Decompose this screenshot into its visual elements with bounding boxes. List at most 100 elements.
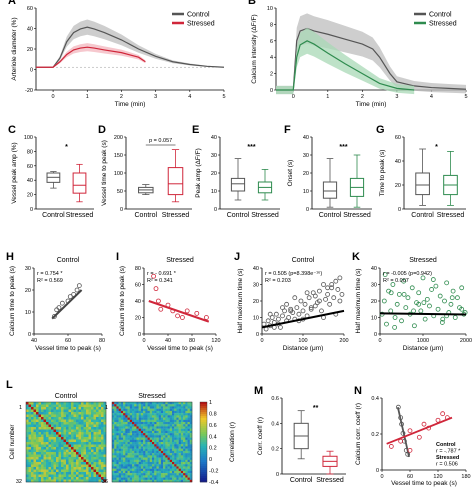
heatmap-cell	[147, 417, 150, 420]
heatmap-cell	[169, 433, 173, 436]
heatmap-cell	[138, 477, 142, 480]
heatmap-cell	[103, 464, 107, 468]
heatmap-cell	[134, 459, 137, 463]
heatmap-cell	[132, 410, 135, 414]
heatmap-cell	[73, 449, 77, 453]
data-point	[388, 444, 394, 449]
heatmap-cell	[93, 432, 97, 435]
heatmap-cell	[149, 470, 153, 474]
heatmap-cell	[180, 437, 184, 440]
heatmap-cell	[68, 477, 72, 480]
heatmap-cell	[147, 402, 150, 405]
heatmap-cell	[163, 457, 166, 460]
x-tick-label: 0	[52, 94, 55, 100]
heatmap-cell	[101, 404, 104, 408]
heatmap-cell	[73, 429, 77, 433]
heatmap-cell	[114, 457, 117, 460]
heatmap-cell	[149, 422, 153, 425]
heatmap-cell	[98, 454, 102, 458]
heatmap-cell	[189, 448, 193, 452]
heatmap-cell	[183, 428, 186, 432]
heatmap-cell	[132, 470, 135, 474]
heatmap-cell	[114, 479, 117, 483]
heatmap-cell	[172, 439, 175, 443]
heatmap-cell	[136, 459, 139, 463]
heatmap-cell	[167, 466, 170, 469]
heatmap-cell	[163, 437, 166, 440]
y-axis-label: Calcium intensity (ΔF/F)	[251, 14, 258, 83]
heatmap-cell	[143, 419, 146, 423]
heatmap-cell	[172, 477, 175, 480]
heatmap-cell	[93, 454, 97, 458]
heatmap-cell	[169, 435, 173, 438]
heatmap-cell	[147, 410, 150, 414]
heatmap-cell	[138, 453, 142, 456]
heatmap-cell	[66, 462, 69, 465]
heatmap-cell	[46, 402, 49, 405]
panel-label-N: N	[354, 385, 362, 397]
heatmap-cell	[93, 434, 97, 438]
heatmap-cell	[145, 473, 148, 476]
legend-label: Stressed	[187, 21, 215, 28]
heatmap-cell	[147, 450, 150, 454]
heatmap-cell	[189, 462, 193, 465]
heatmap-cell	[149, 406, 153, 409]
heatmap-cell	[61, 409, 64, 413]
heatmap-cell	[118, 470, 122, 474]
heatmap-cell	[88, 402, 92, 405]
heatmap-cell	[26, 434, 29, 438]
heatmap-cell	[31, 427, 34, 430]
heatmap-cell	[183, 479, 186, 483]
heatmap-cell	[125, 406, 128, 409]
heatmap-cell	[158, 473, 162, 476]
panel-title: Control	[292, 257, 315, 264]
heatmap-cell	[56, 439, 59, 443]
heatmap-cell	[58, 472, 62, 475]
heatmap-cell	[86, 477, 89, 480]
heatmap-cell	[163, 406, 166, 409]
heatmap-cell	[46, 422, 49, 425]
heatmap-cell	[112, 477, 115, 480]
heatmap-cell	[103, 444, 107, 448]
heatmap-cell	[145, 444, 148, 447]
heatmap-cell	[51, 452, 54, 455]
heatmap-cell	[127, 459, 130, 463]
heatmap-cell	[176, 479, 179, 483]
heatmap-cell	[189, 468, 193, 472]
heatmap-cell	[56, 472, 59, 475]
heatmap-cell	[46, 459, 49, 463]
heatmap-cell	[86, 442, 89, 445]
heatmap-cell	[96, 432, 99, 435]
heatmap-cell	[187, 477, 190, 480]
y-tick-label: 80	[135, 266, 141, 272]
heatmap-cell	[112, 473, 115, 476]
heatmap-cell	[140, 455, 144, 458]
heatmap-cell	[58, 417, 62, 420]
heatmap-cell	[81, 462, 84, 465]
heatmap-cell	[138, 404, 142, 407]
heatmap-cell	[26, 474, 29, 478]
heatmap-cell	[93, 409, 97, 413]
heatmap-cell	[134, 473, 137, 476]
heatmap-cell	[174, 422, 177, 425]
heatmap-cell	[167, 404, 170, 407]
heatmap-cell	[98, 462, 102, 465]
heatmap-cell	[163, 428, 166, 432]
heatmap-cell	[185, 470, 188, 474]
heatmap-cell	[149, 448, 153, 452]
heatmap-cell	[51, 422, 54, 425]
y-tick-label: 20	[253, 299, 259, 305]
heatmap-cell	[114, 455, 117, 458]
heatmap-cell	[145, 422, 148, 425]
heatmap-cell	[123, 442, 126, 445]
heatmap-cell	[160, 406, 164, 409]
heatmap-cell	[180, 479, 184, 483]
heatmap-cell	[127, 462, 130, 465]
heatmap-cell	[68, 469, 72, 473]
heatmap-cell	[149, 439, 153, 443]
heatmap-cell	[33, 479, 37, 483]
heatmap-cell	[53, 444, 57, 448]
panel-label-E: E	[192, 124, 199, 136]
heatmap-cell	[152, 430, 155, 434]
data-point	[158, 306, 164, 312]
